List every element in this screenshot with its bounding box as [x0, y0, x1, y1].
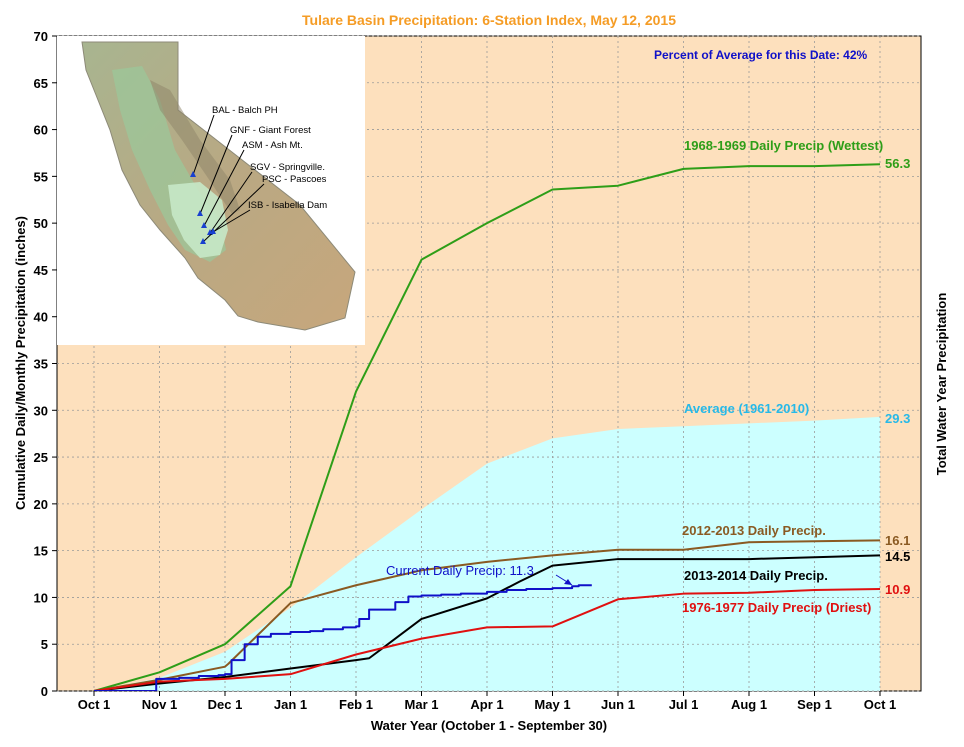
current-label-arrowhead	[564, 579, 572, 585]
station-label: GNF - Giant Forest	[230, 125, 311, 136]
x-tick-label: May 1	[534, 697, 570, 712]
end-value-average: 29.3	[885, 411, 910, 426]
station-marker	[201, 222, 207, 228]
x-tick-label: Oct 1	[78, 697, 111, 712]
x-tick-label: Feb 1	[339, 697, 373, 712]
y-tick-label: 60	[34, 123, 48, 138]
label-2012: 2012-2013 Daily Precip.	[682, 523, 826, 538]
y-tick-label: 5	[41, 637, 48, 652]
end-value-2013: 14.5	[885, 549, 910, 564]
y-tick-label: 25	[34, 450, 48, 465]
station-markers	[190, 114, 265, 244]
station-labels: BAL - Balch PH GNF - Giant Forest ASM - As…	[212, 105, 327, 211]
x-tick-label: Apr 1	[470, 697, 503, 712]
y-tick-label: 55	[34, 169, 48, 184]
x-tick-label: Mar 1	[405, 697, 439, 712]
x-tick-label: Jul 1	[669, 697, 699, 712]
station-label: PSC - Pascoes	[262, 174, 327, 185]
label-average: Average (1961-2010)	[684, 401, 809, 416]
label-wettest: 1968-1969 Daily Precip (Wettest)	[684, 138, 883, 153]
x-tick-label: Dec 1	[208, 697, 243, 712]
series-lines	[93, 163, 881, 691]
tulare-basin	[168, 182, 228, 258]
station-leader-line	[212, 209, 251, 233]
station-map-inset: BAL - Balch PH GNF - Giant Forest ASM - As…	[57, 36, 365, 345]
station-label: BAL - Balch PH	[212, 105, 278, 116]
y-tick-label: 20	[34, 497, 48, 512]
chart-title: Tulare Basin Precipitation: 6-Station In…	[302, 12, 676, 28]
series-line-wettest	[93, 163, 881, 691]
label-2013: 2013-2014 Daily Precip.	[684, 568, 828, 583]
station-marker	[200, 238, 206, 244]
y-tick-label: 35	[34, 357, 48, 372]
x-tick-label: Jun 1	[601, 697, 635, 712]
label-current: Current Daily Precip: 11.3	[386, 563, 534, 578]
y-tick-label: 70	[34, 29, 48, 44]
y-tick-labels: 0 5 10 15 20 25 30 35 40 45 50 55 60 65 70	[34, 29, 48, 699]
end-value-driest: 10.9	[885, 582, 910, 597]
y-tick-label: 30	[34, 403, 48, 418]
station-label: SGV - Springville.	[250, 162, 325, 173]
grid-lines	[57, 35, 921, 692]
station-marker	[197, 210, 203, 216]
station-leader-line	[192, 114, 215, 176]
series-line-current	[94, 584, 592, 691]
station-marker	[210, 228, 216, 234]
y-tick-label: 0	[41, 684, 48, 699]
station-leader-line	[199, 134, 233, 215]
sierra-range	[150, 80, 240, 214]
x-tick-label: Jan 1	[274, 697, 307, 712]
y-tick-label: 10	[34, 590, 48, 605]
label-driest: 1976-1977 Daily Precip (Driest)	[682, 600, 871, 615]
y-axis-label: Cumulative Daily/Monthly Precipitation (…	[13, 216, 28, 510]
y-tick-label: 15	[34, 544, 48, 559]
y-tick-label: 45	[34, 263, 48, 278]
series-line-y2013	[93, 554, 881, 691]
station-marker	[190, 171, 196, 177]
x-tick-label: Aug 1	[731, 697, 767, 712]
y-tick-label: 40	[34, 310, 48, 325]
y-tick-label: 50	[34, 216, 48, 231]
axis-ticks	[52, 35, 881, 696]
y-tick-label: 65	[34, 76, 48, 91]
station-label: ASM - Ash Mt.	[242, 140, 303, 151]
x-tick-labels: Oct 1 Nov 1 Dec 1 Jan 1 Feb 1 Mar 1 Apr 1 May 1…	[78, 697, 897, 712]
end-value-2012: 16.1	[885, 533, 910, 548]
station-leader-line	[209, 171, 253, 234]
right-axis-label: Total Water Year Precipitation	[934, 293, 949, 476]
x-tick-label: Nov 1	[142, 697, 177, 712]
x-tick-label: Oct 1	[864, 697, 897, 712]
x-tick-label: Sep 1	[797, 697, 832, 712]
station-leader-line	[203, 149, 245, 227]
end-value-wettest: 56.3	[885, 156, 910, 171]
x-axis-label: Water Year (October 1 - September 30)	[371, 718, 607, 733]
station-label: ISB - Isabella Dam	[248, 200, 327, 211]
series-line-y2012	[93, 539, 881, 691]
percent-of-average-note: Percent of Average for this Date: 42%	[654, 48, 868, 62]
series-line-driest	[93, 588, 881, 691]
